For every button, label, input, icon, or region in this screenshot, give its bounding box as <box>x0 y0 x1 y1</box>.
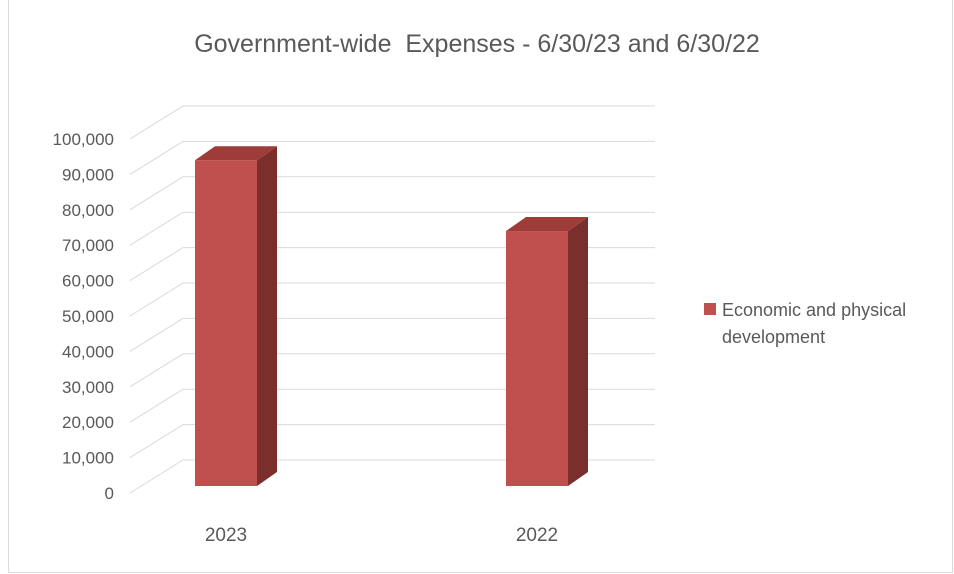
bar-side-face <box>257 146 277 487</box>
gridline <box>129 176 655 211</box>
gridline <box>129 140 655 175</box>
y-tick-label: 40,000 <box>62 342 114 361</box>
x-tick-label: 2022 <box>516 525 558 546</box>
gridline <box>129 211 655 246</box>
y-tick-label: 90,000 <box>62 165 114 184</box>
bar-front-face <box>195 160 257 487</box>
bar-top-face <box>195 146 277 161</box>
chart-title: Government-wide Expenses - 6/30/23 and 6… <box>194 30 760 58</box>
gridline <box>129 317 655 352</box>
y-tick-label: 50,000 <box>62 307 114 326</box>
legend-label: Economic and physical development <box>722 300 907 347</box>
gridline <box>129 353 655 388</box>
legend-swatch <box>704 303 716 315</box>
bar-2022 <box>506 217 588 487</box>
bar-top-face <box>506 217 588 232</box>
y-tick-label: 10,000 <box>62 449 114 468</box>
y-tick-label: 100,000 <box>53 130 114 149</box>
gridline <box>129 388 655 423</box>
chart-frame <box>8 0 953 573</box>
bar-side-face <box>568 217 588 487</box>
x-tick-label: 2023 <box>205 525 247 546</box>
gridline <box>129 105 655 140</box>
y-tick-label: 70,000 <box>62 236 114 255</box>
gridline <box>129 459 655 494</box>
gridline <box>129 424 655 459</box>
y-tick-label: 20,000 <box>62 413 114 432</box>
gridline <box>129 247 655 282</box>
y-tick-label: 80,000 <box>62 201 114 220</box>
y-tick-label: 30,000 <box>62 378 114 397</box>
bar-front-face <box>506 231 568 486</box>
bar-2023 <box>195 146 277 487</box>
y-tick-label: 0 <box>105 484 114 503</box>
y-tick-label: 60,000 <box>62 272 114 291</box>
gridline <box>129 282 655 317</box>
